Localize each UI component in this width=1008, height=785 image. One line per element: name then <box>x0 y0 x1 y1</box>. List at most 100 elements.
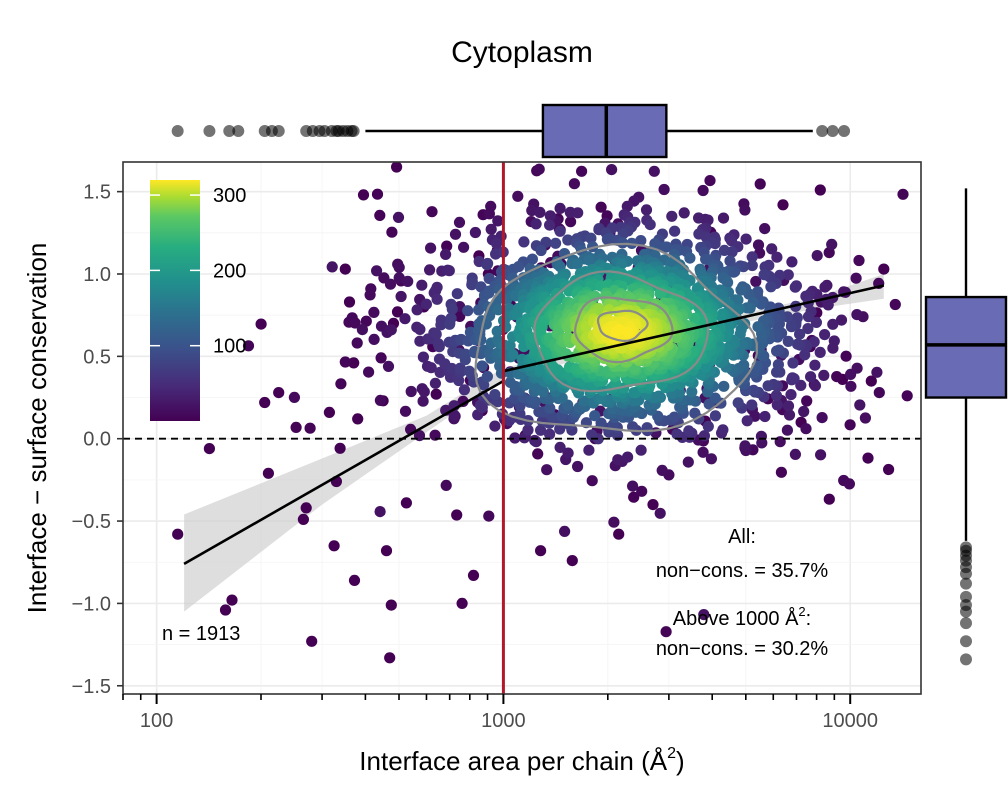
scatter-point <box>486 224 497 235</box>
scatter-point <box>790 282 801 293</box>
x-tick-label: 100 <box>140 710 173 732</box>
scatter-point <box>661 626 672 637</box>
scatter-point <box>375 395 386 406</box>
x-marginal-boxplot <box>172 105 850 157</box>
scatter-point <box>481 259 492 270</box>
scatter-point <box>263 468 274 479</box>
scatter-point <box>679 207 690 218</box>
x-box-outlier <box>172 125 184 137</box>
scatter-point <box>845 369 856 380</box>
scatter-point <box>655 508 666 519</box>
scatter-point <box>512 191 523 202</box>
scatter-point <box>787 372 798 383</box>
scatter-point <box>470 227 481 238</box>
scatter-point <box>815 347 826 358</box>
scatter-point <box>851 309 862 320</box>
colorbar-tick-label: 100 <box>213 336 246 358</box>
scatter-point <box>584 255 595 266</box>
scatter-point <box>291 422 302 433</box>
scatter-point <box>256 319 267 330</box>
scatter-point <box>826 239 837 250</box>
scatter-point <box>559 526 570 537</box>
scatter-point <box>645 219 656 230</box>
scatter-point <box>483 510 494 521</box>
scatter-point <box>424 264 435 275</box>
scatter-point <box>414 324 425 335</box>
scatter-point <box>739 204 750 215</box>
scatter-point <box>817 412 828 423</box>
scatter-point <box>878 264 889 275</box>
scatter-point <box>432 294 443 305</box>
scatter-point <box>583 445 594 456</box>
scatter-point <box>742 415 753 426</box>
scatter-point <box>831 371 842 382</box>
scatter-point <box>418 352 429 363</box>
scatter-point <box>589 410 600 421</box>
scatter-point <box>352 413 363 424</box>
scatter-point <box>756 431 767 442</box>
scatter-point <box>824 494 835 505</box>
scatter-point <box>776 467 787 478</box>
scatter-point <box>572 461 583 472</box>
scatter-point <box>759 411 770 422</box>
scatter-point <box>647 499 658 510</box>
scatter-point <box>406 386 417 397</box>
scatter-point <box>544 220 555 231</box>
x-tick-label: 10000 <box>822 710 878 732</box>
scatter-point <box>369 334 380 345</box>
scatter-point <box>704 175 715 186</box>
scatter-point <box>853 255 864 266</box>
scatter-point <box>344 296 355 307</box>
scatter-point <box>459 384 470 395</box>
scatter-point <box>335 443 346 454</box>
scatter-point <box>340 264 351 275</box>
scatter-point <box>172 529 183 540</box>
scatter-point <box>425 243 436 254</box>
scatter-point <box>220 604 231 615</box>
scatter-point <box>386 324 397 335</box>
scatter-point <box>841 351 852 362</box>
scatter-point <box>818 370 829 381</box>
colorbar-tick-label: 300 <box>213 185 246 207</box>
x-tick-label: 1000 <box>481 710 526 732</box>
scatter-point <box>534 207 545 218</box>
y-tick-label: −1.5 <box>72 676 111 698</box>
scatter-point <box>777 199 788 210</box>
scatter-point <box>809 360 820 371</box>
scatter-point <box>669 226 680 237</box>
scatter-point <box>451 509 462 520</box>
y-tick-label: 1.0 <box>83 264 111 286</box>
scatter-point <box>532 448 543 459</box>
scatter-point <box>555 226 566 237</box>
scatter-point <box>518 236 529 247</box>
scatter-point <box>401 497 412 508</box>
scatter-point <box>349 575 360 586</box>
scatter-point <box>786 256 797 267</box>
scatter-point <box>782 425 793 436</box>
scatter-point <box>851 273 862 284</box>
scatter-point <box>298 514 309 525</box>
scatter-point <box>773 359 784 370</box>
scatter-point <box>845 381 856 392</box>
y-axis: 1.5 1.0 0.5 0.0 −0.5 −1.0 −1.5 <box>72 182 123 698</box>
scatter-point <box>718 213 729 224</box>
above-stat-value: non−cons. = 30.2% <box>656 638 829 660</box>
scatter-point <box>500 322 511 333</box>
scatter-point <box>372 189 383 200</box>
scatter-point <box>368 307 379 318</box>
scatter-point <box>627 481 638 492</box>
scatter-point <box>426 206 437 217</box>
scatter-point <box>365 289 376 300</box>
scatter-point <box>683 457 694 468</box>
scatter-point <box>775 436 786 447</box>
y-box <box>926 297 1006 397</box>
scatter-point <box>416 280 427 291</box>
colorbar-gradient <box>150 180 200 421</box>
scatter-point <box>622 452 633 463</box>
scatter-point <box>421 299 432 310</box>
scatter-point <box>798 406 809 417</box>
scatter-point <box>636 445 647 456</box>
scatter-point <box>306 636 317 647</box>
all-stat-title: All: <box>728 526 756 548</box>
x-axis-title-close: ) <box>676 746 685 776</box>
